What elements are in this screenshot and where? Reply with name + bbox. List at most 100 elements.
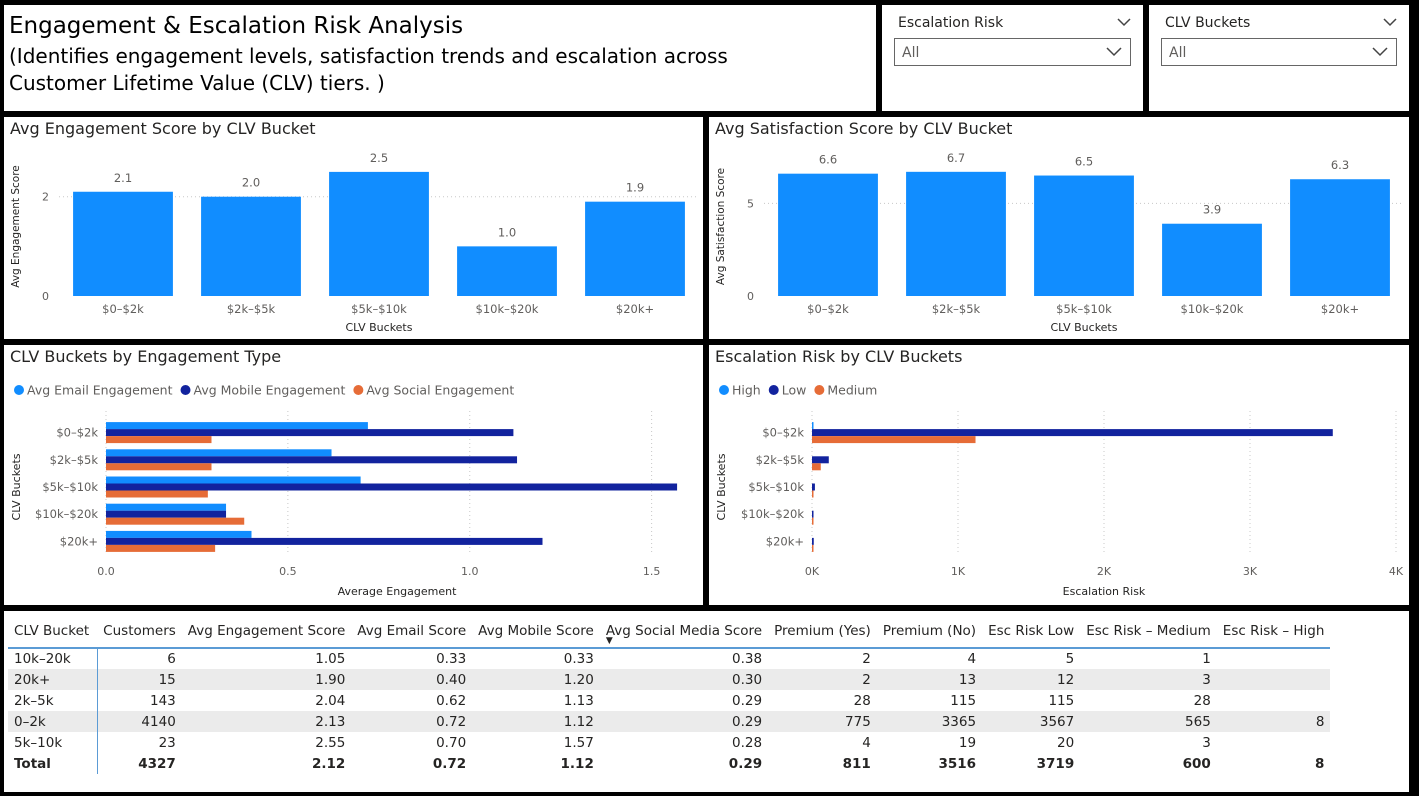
column-header[interactable]: Premium (No) bbox=[876, 615, 983, 649]
table-cell: 4 bbox=[862, 734, 871, 751]
legend-label[interactable]: Avg Mobile Engagement bbox=[194, 383, 346, 398]
bar[interactable] bbox=[812, 544, 814, 552]
bar[interactable] bbox=[73, 191, 173, 296]
summary-table: CLV Bucket Customers Avg Engagement Score A… bbox=[8, 615, 1331, 774]
bar[interactable] bbox=[106, 483, 678, 491]
bar[interactable] bbox=[201, 196, 301, 296]
bar[interactable] bbox=[106, 436, 212, 444]
bar[interactable] bbox=[812, 456, 829, 464]
table-cell: 4327 bbox=[138, 755, 176, 772]
legend-marker bbox=[719, 385, 729, 395]
bar[interactable] bbox=[106, 517, 245, 525]
column-header[interactable]: Premium (Yes) bbox=[768, 615, 877, 649]
bar[interactable] bbox=[329, 171, 429, 296]
data-label: 1.0 bbox=[498, 225, 516, 239]
dropdown-value: All bbox=[902, 45, 920, 61]
x-axis-title: Escalation Risk bbox=[1063, 585, 1146, 598]
y-tick-label: 0 bbox=[747, 290, 754, 303]
bar[interactable] bbox=[812, 537, 814, 545]
bar[interactable] bbox=[106, 510, 227, 518]
legend-label[interactable]: Low bbox=[782, 383, 807, 398]
bar[interactable] bbox=[106, 456, 518, 464]
table-cell: Total bbox=[8, 753, 98, 774]
data-label: 1.9 bbox=[626, 181, 644, 195]
table-cell: 28 bbox=[853, 692, 871, 709]
dropdown-value: All bbox=[1169, 45, 1187, 61]
engagement-bar-chart: 0 2 2.1 $0–$2k 2.0 $2k–$5k 2.5 $5k–$10k 1.0 $10k–… bbox=[10, 151, 699, 334]
bar[interactable] bbox=[812, 463, 821, 471]
x-tick-label: 3K bbox=[1243, 565, 1258, 578]
bar[interactable] bbox=[812, 422, 814, 430]
table-cell bbox=[1217, 732, 1331, 753]
bar[interactable] bbox=[812, 510, 814, 518]
bar[interactable] bbox=[812, 483, 815, 491]
table-cell: 20k+ bbox=[8, 669, 98, 690]
table-cell: 3 bbox=[1080, 669, 1217, 690]
data-label: 6.6 bbox=[819, 153, 837, 167]
bar[interactable] bbox=[457, 246, 557, 296]
legend-label[interactable]: Avg Social Engagement bbox=[366, 383, 514, 398]
table-cell: 2.04 bbox=[315, 692, 346, 709]
y-axis-title: CLV Buckets bbox=[715, 453, 728, 520]
table-row: 2k–5k 143 2.04 0.62 1.13 0.29 28 115 115 28 bbox=[8, 690, 1330, 711]
legend-label[interactable]: Avg Email Engagement bbox=[27, 383, 173, 398]
column-header[interactable]: Customers bbox=[97, 615, 182, 649]
bar[interactable] bbox=[812, 517, 814, 525]
bar[interactable] bbox=[106, 429, 514, 437]
table-cell: 19 bbox=[958, 734, 977, 751]
column-header[interactable]: Avg Social Media Score ▼ bbox=[599, 615, 769, 649]
bar[interactable] bbox=[585, 201, 685, 296]
bar[interactable] bbox=[106, 503, 227, 511]
table-cell: 1.05 bbox=[315, 651, 346, 667]
bar[interactable] bbox=[778, 173, 878, 296]
data-label: 6.5 bbox=[1075, 155, 1093, 169]
legend-label[interactable]: High bbox=[732, 383, 761, 398]
bar[interactable] bbox=[812, 429, 1333, 437]
bar[interactable] bbox=[106, 530, 252, 538]
table-cell: 6 bbox=[167, 651, 176, 667]
chevron-down-icon[interactable] bbox=[1383, 17, 1397, 27]
bar[interactable] bbox=[906, 171, 1006, 296]
bar[interactable] bbox=[812, 490, 814, 498]
table-cell: 2 bbox=[862, 651, 871, 667]
legend-label[interactable]: Medium bbox=[827, 383, 877, 398]
bar[interactable] bbox=[106, 422, 368, 430]
bar[interactable] bbox=[812, 436, 976, 444]
y-tick-label: $20k+ bbox=[766, 534, 804, 548]
column-header[interactable]: Esc Risk – High bbox=[1216, 615, 1331, 649]
chevron-down-icon bbox=[1372, 47, 1388, 57]
table-cell bbox=[1217, 690, 1331, 711]
engagement-chart-panel: Avg Engagement Score by CLV Bucket 0 2 2.1… bbox=[4, 117, 703, 339]
table-cell: 2k–5k bbox=[8, 690, 98, 711]
bar[interactable] bbox=[106, 476, 361, 484]
table-row: 20k+ 15 1.90 0.40 1.20 0.30 2 13 12 3 bbox=[8, 669, 1331, 690]
bar[interactable] bbox=[106, 463, 212, 471]
satisfaction-chart-panel: Avg Satisfaction Score by CLV Bucket 0 5 6… bbox=[709, 117, 1409, 339]
data-label: 2.1 bbox=[114, 171, 132, 185]
column-header[interactable]: Esc Risk Low bbox=[982, 615, 1081, 649]
table-cell: 28 bbox=[1193, 692, 1211, 709]
chevron-down-icon[interactable] bbox=[1117, 17, 1131, 27]
table-cell: 3719 bbox=[1036, 755, 1075, 772]
data-label: 6.3 bbox=[1331, 158, 1349, 172]
bar[interactable] bbox=[106, 544, 216, 552]
escalation-risk-dropdown[interactable]: All bbox=[894, 38, 1131, 66]
column-header[interactable]: Avg Mobile Score bbox=[472, 615, 600, 649]
bar[interactable] bbox=[106, 537, 543, 545]
column-header[interactable]: Esc Risk – Medium bbox=[1080, 615, 1217, 649]
bar[interactable] bbox=[106, 449, 332, 457]
bar[interactable] bbox=[106, 490, 208, 498]
column-header[interactable]: Avg Engagement Score bbox=[181, 615, 352, 649]
table-cell: 0.33 bbox=[436, 651, 467, 667]
x-axis-title: Average Engagement bbox=[338, 585, 458, 598]
table-cell: 0.72 bbox=[432, 755, 467, 772]
column-header[interactable]: CLV Bucket bbox=[8, 615, 98, 649]
column-header[interactable]: Avg Email Score bbox=[351, 615, 473, 649]
x-tick-label: 1.5 bbox=[643, 565, 661, 578]
table-cell: 15 bbox=[97, 669, 182, 690]
bar[interactable] bbox=[1162, 223, 1262, 296]
bar[interactable] bbox=[1290, 179, 1390, 296]
column-header-label: Premium (No) bbox=[882, 623, 977, 639]
bar[interactable] bbox=[1034, 175, 1134, 296]
clv-buckets-dropdown[interactable]: All bbox=[1161, 38, 1397, 66]
